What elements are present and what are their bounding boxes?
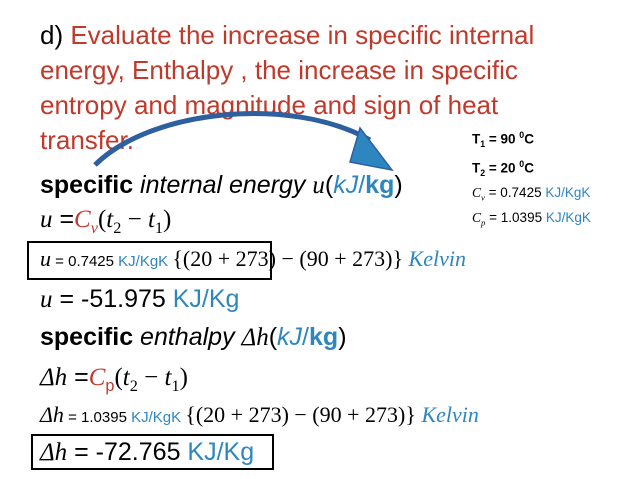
heading-line-1: Evaluate the increase in specific intern… xyxy=(70,20,535,50)
given-t2: T2 = 20 0C xyxy=(472,159,534,179)
given-cv: Cv = 0.7425 KJ/KgK xyxy=(472,185,591,204)
internal-energy-substitution: u = 0.7425 KJ/KgK {(20 + 273) − (90 + 27… xyxy=(40,246,466,271)
enthalpy-substitution: Δh = 1.0395 KJ/KgK {(20 + 273) − (90 + 2… xyxy=(40,402,479,427)
enthalpy-formula: Δh =Cp(t2 − t1) xyxy=(40,363,188,395)
enthalpy-result-box xyxy=(31,434,274,470)
heading: d) Evaluate the increase in specific int… xyxy=(40,18,600,158)
given-values: T1 = 90 0C T2 = 20 0C Cv = 0.7425 KJ/KgK… xyxy=(472,125,591,233)
internal-energy-title: specific internal energy u(kJ/kg) xyxy=(40,171,403,199)
given-cp: Cp = 1.0395 KJ/KgK xyxy=(472,210,591,228)
given-t1: T1 = 90 0C xyxy=(472,130,534,150)
heading-prefix: d) xyxy=(40,20,71,50)
heading-line-4: transfer. xyxy=(40,125,134,155)
enthalpy-result: Δh = -72.765 KJ/Kg xyxy=(40,438,255,466)
internal-energy-box xyxy=(27,241,272,280)
heading-line-2: energy, Enthalpy , the increase in speci… xyxy=(40,55,518,85)
internal-energy-result: u = -51.975 KJ/Kg xyxy=(40,285,240,313)
internal-energy-formula: u =Cv(t2 − t1) xyxy=(40,205,172,237)
enthalpy-title: specific enthalpy Δh(kJ/kg) xyxy=(40,323,347,351)
